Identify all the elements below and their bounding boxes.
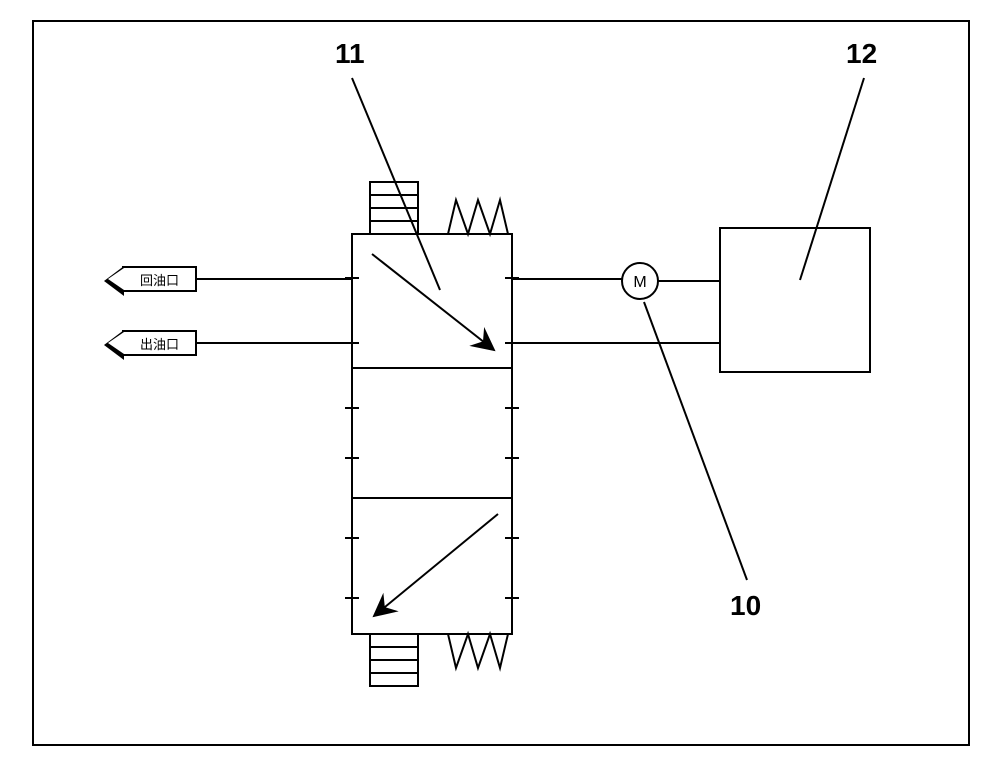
port-arrow-return-text: 回油口 [140, 270, 179, 289]
solenoid-top [370, 182, 418, 234]
callout-label-11: 11 [335, 38, 365, 70]
motor-label: M [633, 274, 646, 291]
solenoid-bottom [370, 634, 418, 686]
component-box-12 [720, 228, 870, 372]
port-arrow-outlet: 出油口 [122, 330, 197, 356]
valve-body [352, 234, 512, 634]
spring-bottom [448, 634, 508, 668]
valve-port-ticks [345, 278, 519, 598]
callout-label-12: 12 [846, 38, 877, 70]
callout-leaders [352, 78, 864, 580]
diagram-svg: M [0, 0, 1000, 766]
port-arrow-outlet-text: 出油口 [140, 334, 179, 353]
callout-label-10: 10 [730, 590, 761, 622]
diagram-canvas: M 11 12 10 回油口 .arrow-label[data-name="p… [0, 0, 1000, 766]
port-arrow-return: 回油口 [122, 266, 197, 292]
valve-section-arrows [372, 254, 498, 616]
motor-symbol: M [622, 263, 658, 299]
spring-top [448, 200, 508, 234]
